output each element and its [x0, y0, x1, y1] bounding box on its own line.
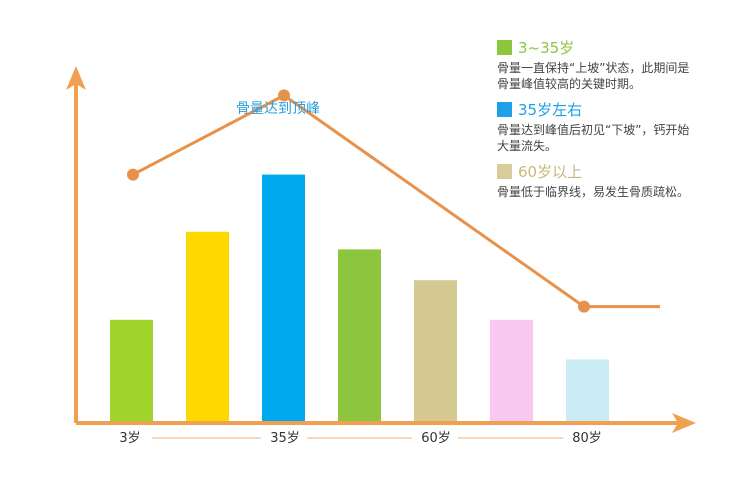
legend-label-0: 3~35岁	[518, 38, 575, 57]
trend-line-group	[127, 89, 660, 313]
x-tick-label-3: 80岁	[572, 431, 602, 446]
bar-0	[110, 319, 153, 421]
bar-3	[338, 249, 381, 421]
legend-desc-1-line-0: 骨量达到峰值后初见“下坡”，钙开始	[497, 123, 690, 137]
legend-desc-0: 骨量一直保持“上坡”状态，此期间是 骨量峰值较高的关键时期。	[497, 60, 747, 92]
legend-label-2: 60岁以上	[518, 162, 583, 181]
legend-desc-0-line-0: 骨量一直保持“上坡”状态，此期间是	[497, 61, 690, 75]
trend-line	[132, 93, 660, 309]
legend-item-1: 35岁左右 骨量达到峰值后初见“下坡”，钙开始 大量流失。	[497, 98, 747, 154]
chart-axes	[66, 66, 696, 433]
trend-point-0	[127, 168, 139, 181]
legend-desc-1-line-1: 大量流失。	[497, 139, 558, 153]
legend-swatch-2	[497, 163, 512, 179]
x-tick-label-0: 3岁	[119, 431, 140, 446]
bar-6	[566, 359, 609, 421]
legend-desc-2-line-0: 骨量低于临界线，易发生骨质疏松。	[497, 185, 690, 199]
legend-item-0: 3~35岁 骨量一直保持“上坡”状态，此期间是 骨量峰值较高的关键时期。	[497, 36, 747, 92]
x-tick-group: 3岁 35岁 60岁 80岁	[119, 431, 601, 446]
legend-swatch-0	[497, 39, 512, 55]
legend-label-1: 35岁左右	[518, 100, 583, 119]
bar-group	[110, 174, 609, 421]
bar-2	[262, 174, 305, 421]
bar-5	[490, 319, 533, 421]
x-axis-arrow	[672, 413, 696, 433]
bar-4	[414, 280, 457, 421]
legend-swatch-1	[497, 101, 512, 117]
legend-item-2: 60岁以上 骨量低于临界线，易发生骨质疏松。	[497, 160, 747, 200]
legend: 3~35岁 骨量一直保持“上坡”状态，此期间是 骨量峰值较高的关键时期。 35岁…	[497, 36, 747, 206]
trend-point-1	[278, 89, 290, 102]
x-tick-label-2: 60岁	[421, 431, 451, 446]
y-axis-arrow	[66, 66, 86, 90]
legend-desc-0-line-1: 骨量峰值较高的关键时期。	[497, 77, 642, 91]
bar-1	[186, 231, 229, 421]
legend-desc-2: 骨量低于临界线，易发生骨质疏松。	[497, 184, 747, 200]
trend-point-2	[578, 300, 590, 313]
legend-desc-1: 骨量达到峰值后初见“下坡”，钙开始 大量流失。	[497, 122, 747, 154]
x-tick-label-1: 35岁	[270, 431, 300, 446]
peak-annotation: 骨量达到顶峰	[236, 101, 320, 117]
